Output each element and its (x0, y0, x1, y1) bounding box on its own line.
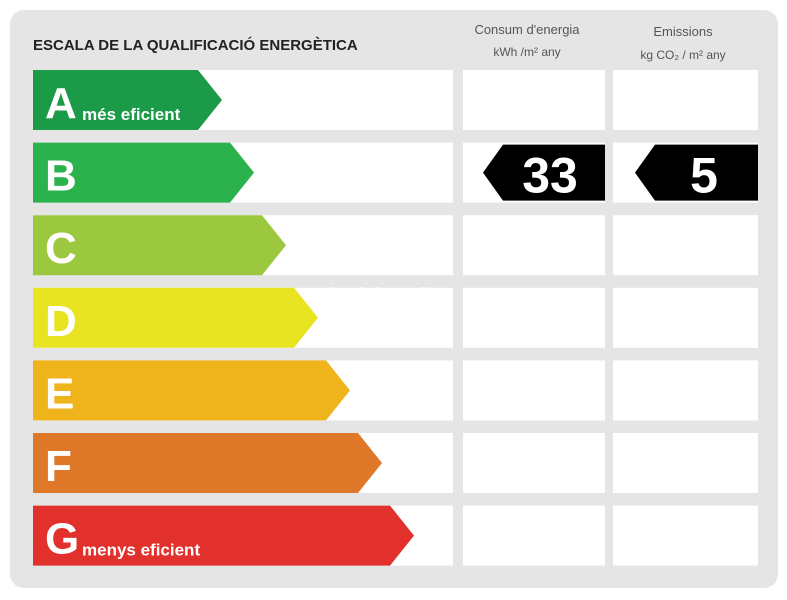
rating-arrow (33, 505, 414, 566)
emissions-marker (635, 144, 758, 201)
emissions-title: Emissions (653, 24, 713, 39)
emissions-cell (613, 287, 758, 348)
emissions-cell (613, 215, 758, 276)
rating-arrow (33, 215, 286, 276)
consumption-cell (463, 70, 605, 130)
consumption-cell (463, 433, 605, 493)
rating-arrow (33, 287, 318, 348)
emissions-unit: kg CO₂ / m² any (640, 48, 725, 62)
emissions-cell (613, 70, 758, 130)
rating-caption: menys eficient (82, 541, 200, 560)
consumption-title: Consum d'energia (474, 22, 580, 37)
rating-letter: A (45, 79, 77, 128)
watermark: habitaclia (328, 282, 448, 312)
consumption-unit: kWh /m² any (493, 45, 560, 59)
consumption-value: 33 (522, 148, 578, 204)
rating-arrow (33, 360, 350, 421)
consumption-marker (483, 144, 605, 201)
consumption-cell (463, 505, 605, 566)
rating-letter: E (45, 369, 74, 418)
consumption-cell (463, 360, 605, 421)
consumption-cell (463, 215, 605, 276)
rating-letter: D (45, 297, 77, 346)
consumption-cell (463, 287, 605, 348)
rating-caption: més eficient (82, 105, 181, 124)
rating-letter: B (45, 152, 77, 201)
emissions-cell (613, 505, 758, 566)
rating-arrow (33, 433, 382, 493)
rating-arrow (33, 142, 254, 203)
rating-letter: G (45, 515, 79, 564)
rating-letter: F (45, 442, 72, 491)
label-title: ESCALA DE LA QUALIFICACIÓ ENERGÈTICA (33, 36, 358, 54)
rating-letter: C (45, 224, 77, 273)
rating-arrow (33, 70, 222, 130)
emissions-value: 5 (690, 148, 718, 204)
emissions-cell (613, 433, 758, 493)
emissions-cell (613, 360, 758, 421)
